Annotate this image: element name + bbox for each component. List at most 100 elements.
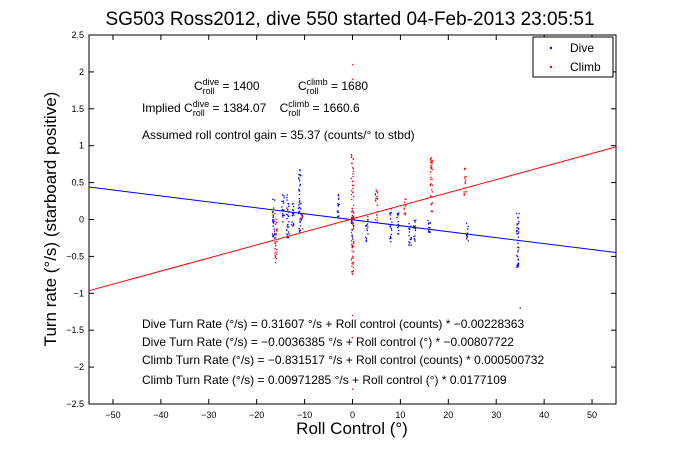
data-point-climb (405, 204, 407, 206)
chart-title: SG503 Ross2012, dive 550 started 04-Feb-… (105, 9, 594, 30)
y-tick-label: −1.5 (66, 325, 84, 335)
x-tick-label: −10 (297, 410, 312, 420)
data-point-climb (276, 248, 278, 251)
data-point-climb (352, 173, 354, 175)
data-point-dive (467, 240, 469, 242)
data-point-dive (366, 219, 369, 221)
data-point-dive (287, 236, 290, 239)
data-point-dive (282, 216, 284, 218)
climb-fit-line (88, 146, 617, 292)
roll-gain-note: Assumed roll control gain = 35.37 (count… (142, 128, 415, 142)
x-tick-label: −20 (249, 410, 264, 420)
data-point-dive (298, 198, 300, 200)
data-point-dive (353, 225, 355, 228)
data-point-climb (350, 194, 353, 196)
y-tick-label: 2.5 (71, 30, 84, 40)
data-point-climb (403, 207, 405, 209)
data-point-dive (408, 234, 410, 237)
data-point-climb (351, 211, 353, 213)
data-point-dive (365, 237, 368, 240)
data-point-climb (351, 228, 353, 231)
y-tick-label: −2 (74, 362, 84, 372)
data-point-climb (350, 153, 353, 156)
data-point-climb (352, 227, 354, 229)
data-point-climb (275, 236, 277, 239)
data-point-dive (273, 228, 275, 230)
data-point-dive (299, 220, 301, 222)
data-point-climb (430, 161, 432, 163)
data-point-climb (351, 265, 353, 267)
data-point-dive (518, 247, 520, 249)
data-point-climb (274, 212, 276, 215)
data-point-dive (292, 224, 295, 226)
data-point-dive (286, 226, 289, 228)
data-point-dive (352, 222, 355, 224)
data-point-dive (299, 221, 301, 223)
data-point-dive (281, 209, 283, 211)
data-point-dive (272, 225, 274, 227)
data-point-dive (286, 224, 289, 226)
data-point-dive (300, 202, 302, 204)
data-point-dive (299, 169, 301, 171)
data-point-climb (430, 176, 432, 178)
dive-fit-counts: Dive Turn Rate (°/s) = 0.31607 °/s + Rol… (142, 317, 525, 331)
data-point-climb (376, 214, 378, 216)
data-point-dive (338, 215, 340, 217)
data-point-dive (413, 238, 416, 240)
data-point-climb (374, 219, 376, 221)
data-point-climb (274, 232, 276, 234)
data-point-dive (298, 230, 301, 232)
data-point-dive (292, 213, 294, 215)
data-point-dive (413, 226, 415, 228)
data-point-dive (413, 225, 415, 227)
data-point-dive (292, 225, 294, 227)
data-point-dive (366, 229, 368, 232)
data-point-dive (366, 223, 369, 225)
data-point-dive (272, 221, 275, 223)
data-point-climb (300, 217, 303, 219)
data-point-climb (430, 159, 432, 161)
data-point-climb (274, 223, 277, 226)
data-point-dive (298, 227, 300, 230)
data-point-dive (286, 199, 288, 201)
data-point-dive (428, 231, 430, 233)
data-point-dive (517, 246, 519, 249)
data-point-dive (292, 223, 295, 225)
data-point-climb (352, 263, 354, 265)
data-point-climb (352, 166, 354, 169)
data-point-climb (274, 251, 276, 254)
data-point-climb (351, 255, 354, 257)
data-point-dive (298, 177, 300, 179)
data-point-dive (518, 231, 520, 233)
data-point-climb (431, 211, 433, 213)
data-point-dive (283, 209, 285, 211)
data-point-dive (517, 236, 520, 238)
data-point-dive (283, 195, 285, 197)
data-point-dive (272, 219, 275, 221)
data-point-dive (286, 217, 288, 220)
data-point-dive (410, 237, 412, 239)
data-point-climb (376, 192, 379, 194)
data-point-dive (298, 180, 301, 182)
data-point-dive (517, 255, 519, 258)
data-point-climb (352, 176, 354, 178)
data-point-climb (464, 182, 466, 185)
data-point-dive (365, 239, 367, 241)
data-point-climb (275, 218, 277, 220)
data-point-dive (427, 219, 429, 222)
legend-climb-label: Climb (570, 60, 601, 74)
data-point-dive (397, 224, 400, 226)
data-point-dive (389, 212, 391, 214)
data-point-climb (274, 257, 276, 259)
data-point-climb (465, 190, 467, 193)
data-point-dive (517, 232, 519, 235)
data-point-dive (467, 228, 469, 230)
data-point-dive (338, 197, 340, 199)
data-point-dive (287, 214, 289, 216)
data-point-dive (282, 200, 285, 202)
data-point-dive (292, 209, 294, 211)
data-point-climb (350, 156, 353, 158)
data-point-dive (517, 262, 520, 264)
data-point-climb (353, 240, 355, 243)
data-point-dive (365, 240, 367, 242)
